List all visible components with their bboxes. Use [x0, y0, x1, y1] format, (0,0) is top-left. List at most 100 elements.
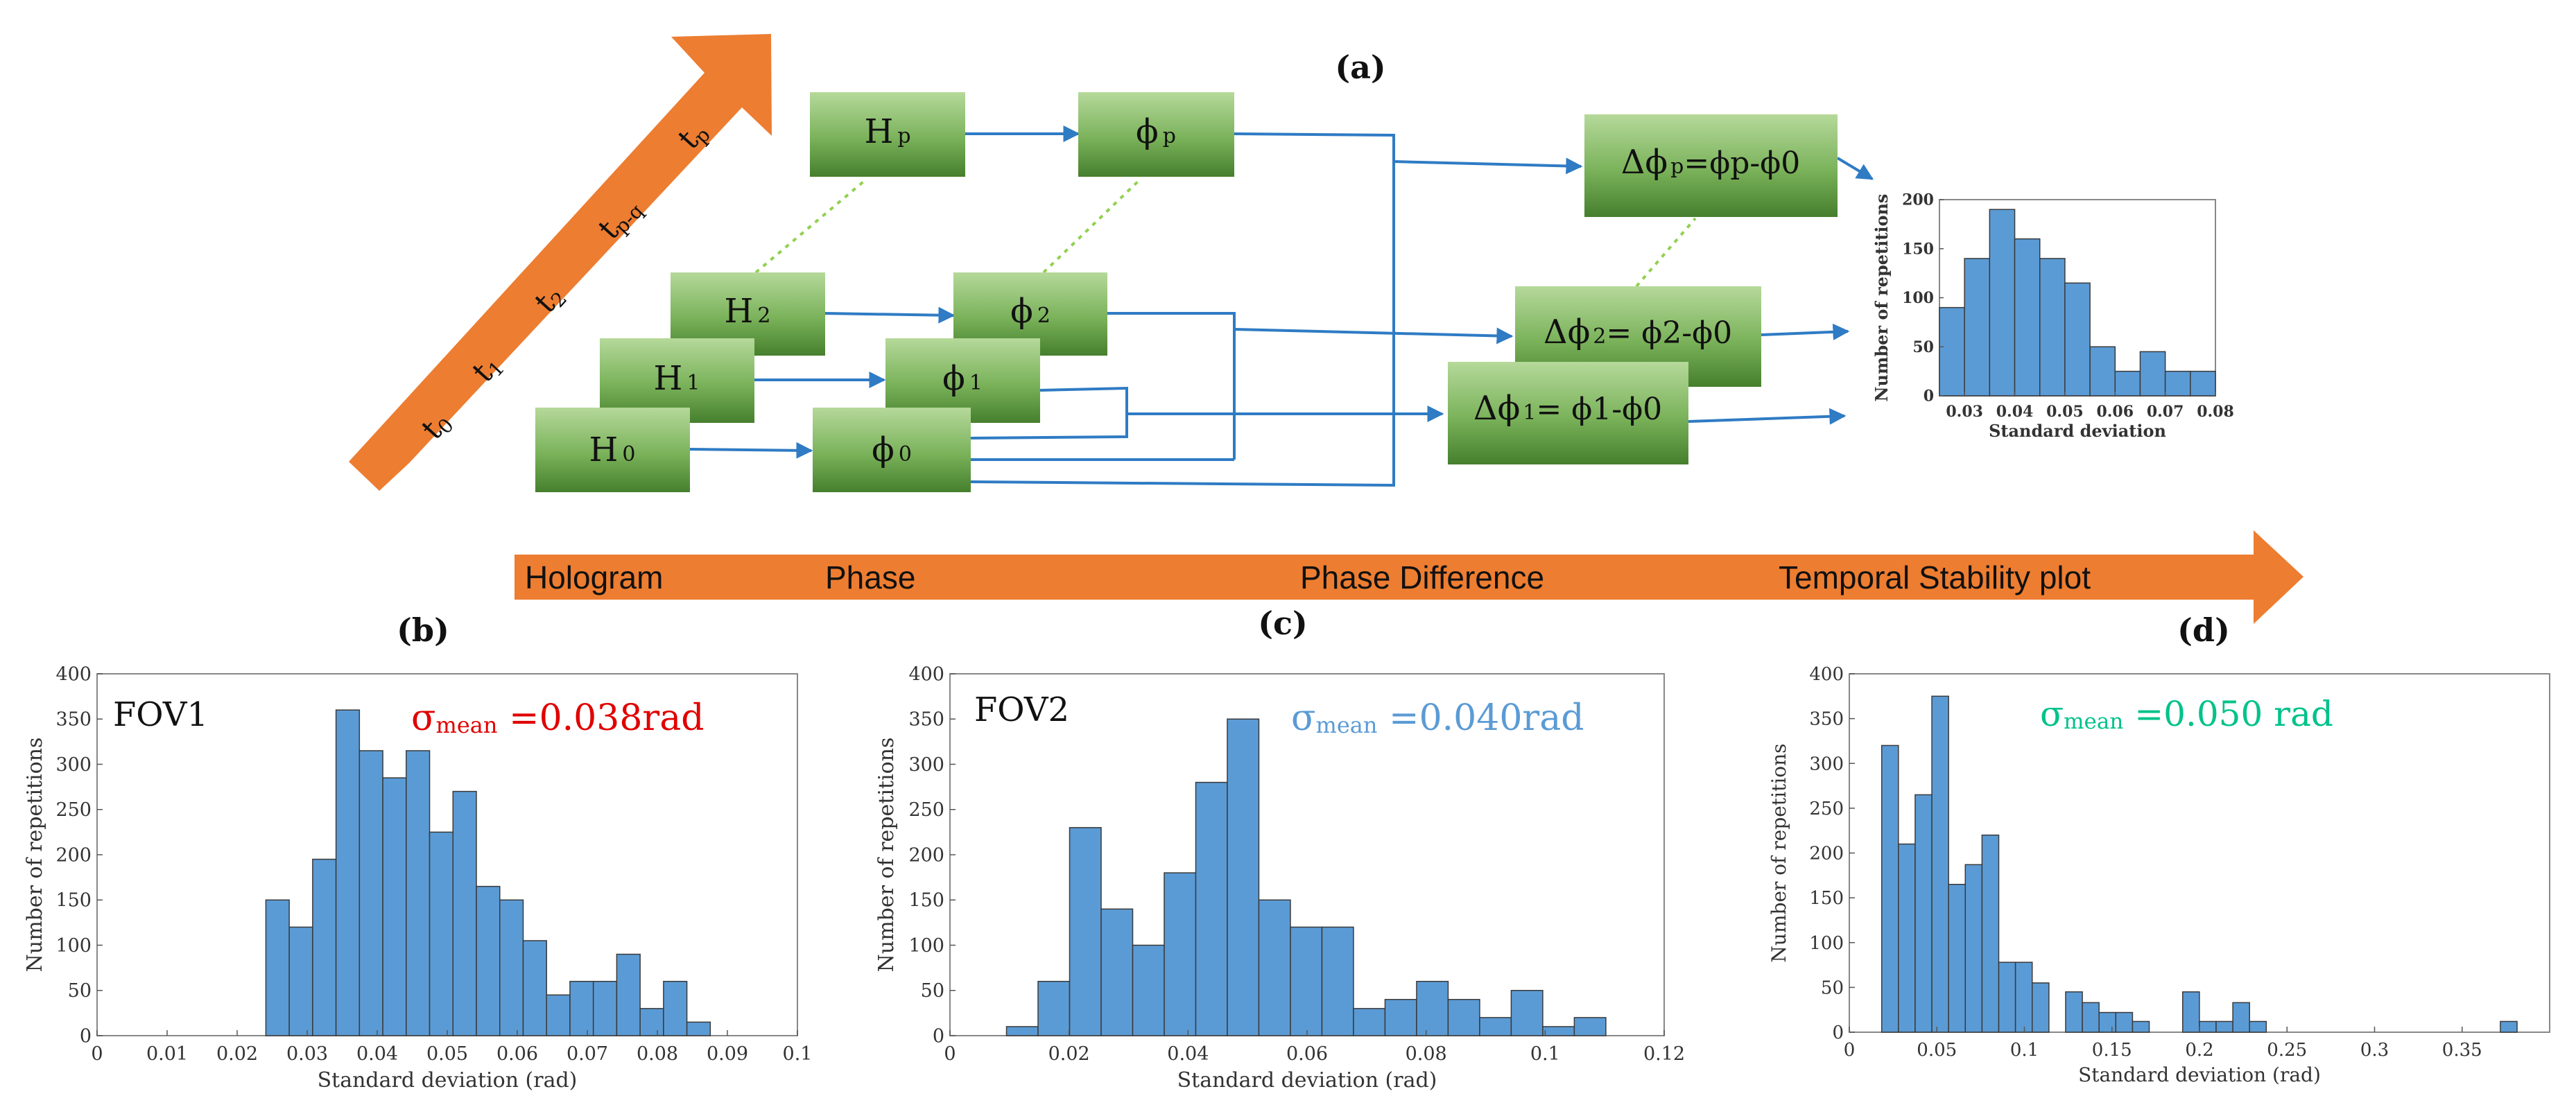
x-tick-label: 0.08	[637, 1043, 678, 1065]
histogram-bar	[2039, 258, 2066, 397]
histogram-bar	[1447, 999, 1480, 1036]
x-tick-label: 0.2	[2185, 1040, 2213, 1061]
sigma-mean-annotation: σmean =0.038rad	[411, 697, 704, 739]
histogram-bar	[452, 790, 477, 1036]
phi2-phip-dotted	[1042, 177, 1142, 274]
histogram-bar	[2190, 370, 2216, 397]
x-axis-label: Standard deviation (rad)	[2078, 1063, 2321, 1086]
panel-label-d: (d)	[2177, 611, 2230, 649]
histogram-bar	[2139, 351, 2166, 397]
y-tick-label: 0	[1924, 388, 1934, 406]
histogram-bar	[1948, 883, 1966, 1033]
panel-label-c: (c)	[1258, 604, 1308, 642]
histogram-bar	[429, 831, 454, 1036]
y-tick-label: 350	[55, 709, 92, 731]
x-tick-label: 0.06	[2096, 403, 2134, 421]
histogram-bar	[1353, 1008, 1386, 1036]
y-tick-label: 200	[55, 844, 92, 866]
histogram-bar	[1100, 908, 1134, 1036]
histogram-bar	[1542, 1026, 1575, 1036]
fov-annotation: FOV2	[974, 690, 1069, 729]
svg-text:ϕ2: ϕ2	[1010, 292, 1051, 331]
y-tick-label: 300	[908, 754, 944, 776]
svg-text:H1: H1	[654, 359, 700, 398]
phip-vertical-line	[970, 132, 1395, 487]
x-tick-label: 0.02	[216, 1043, 258, 1065]
histogram-bar	[2014, 961, 2033, 1033]
phi2-to-dphi2-arrow	[1234, 327, 1514, 345]
y-tick-label: 0	[1832, 1022, 1844, 1043]
phi2-vertical-line	[1107, 312, 1236, 460]
histogram-bar	[2249, 1020, 2267, 1033]
histogram-bar	[1989, 209, 2016, 397]
histogram-bar	[2114, 370, 2141, 397]
x-tick-label: 0.03	[286, 1043, 328, 1065]
svg-text:Hp: Hp	[864, 112, 910, 151]
histogram-bar	[1898, 843, 1916, 1033]
y-tick-label: 300	[1809, 754, 1844, 774]
sigma-mean-annotation: σmean =0.050 rad	[2040, 694, 2333, 734]
y-tick-label: 400	[908, 663, 944, 685]
x-tick-label: 0.07	[2147, 403, 2184, 421]
histogram-bar	[2199, 1020, 2217, 1033]
y-tick-label: 0	[933, 1025, 944, 1047]
histogram-bar	[2132, 1020, 2150, 1033]
y-tick-label: 100	[908, 935, 944, 957]
stage-hologram: Hologram	[525, 559, 663, 595]
dphi1-to-plot-arrow	[1688, 408, 1847, 425]
histogram-bar	[1005, 1026, 1039, 1036]
x-tick-label: 0.09	[707, 1043, 748, 1065]
svg-text:ϕ1: ϕ1	[942, 359, 983, 398]
histogram-bar	[476, 885, 501, 1036]
x-axis-label: Standard deviation (rad)	[1177, 1068, 1437, 1093]
histogram-chart-d: 0 0.05 0.1 0.15 0.2 0.25 0.3 0.35 0 50 100 150 200 25…	[1767, 664, 2550, 1086]
histogram-bar	[569, 980, 594, 1036]
y-tick-label: 200	[908, 844, 944, 866]
x-tick-label: 0.04	[1996, 403, 2034, 421]
y-tick-label: 250	[908, 799, 944, 821]
histogram-bar	[335, 709, 361, 1036]
histogram-bar	[1290, 926, 1323, 1036]
sigma-mean-annotation: σmean =0.040rad	[1291, 697, 1584, 739]
histogram-bar	[499, 899, 524, 1036]
histogram-chart-b: 0 0.01 0.02 0.03 0.04 0.05 0.06 0.07 0.08 0.09 0.1…	[23, 663, 812, 1093]
stage-temporal-stability: Temporal Stability plot	[1779, 559, 2091, 595]
y-tick-label: 150	[1902, 240, 1934, 258]
y-tick-label: 250	[55, 799, 92, 821]
histogram-bar	[1384, 999, 1417, 1036]
svg-text:ϕ0: ϕ0	[872, 430, 912, 469]
stage-phase-difference: Phase Difference	[1300, 559, 1544, 595]
histogram-bar	[522, 940, 547, 1036]
y-tick-label: 50	[1821, 977, 1844, 998]
x-tick-label: 0.3	[2360, 1040, 2389, 1061]
x-tick-label: 0.1	[2010, 1040, 2039, 1061]
inset-histogram-chart: 0.03 0.04 0.05 0.06 0.07 0.08 0 50 100 150 200 Stan…	[1872, 191, 2234, 441]
x-tick-label: 0.35	[2442, 1040, 2482, 1061]
y-tick-label: 50	[68, 980, 92, 1002]
dphip-to-plot-arrow	[1836, 157, 1874, 180]
h0-to-phi0-arrow	[689, 442, 813, 459]
histogram-bar	[1964, 258, 1991, 397]
svg-text:Δϕ2= ϕ2-ϕ0: Δϕ 2= ϕ2-ϕ0	[1544, 313, 1732, 351]
histogram-bar	[288, 926, 313, 1036]
panel-label-b: (b)	[397, 611, 449, 649]
svg-text:H2: H2	[725, 292, 771, 331]
histogram-bar	[1510, 990, 1544, 1036]
y-tick-label: 150	[1809, 888, 1844, 909]
x-axis-label: Standard deviation (rad)	[318, 1068, 578, 1093]
connectors	[689, 125, 1874, 487]
y-tick-label: 50	[1912, 338, 1934, 356]
histogram-bar	[616, 953, 641, 1036]
histogram-bar	[639, 1008, 664, 1036]
histogram-bar	[1416, 980, 1449, 1036]
x-tick-label: 0.04	[1167, 1043, 1209, 1065]
y-axis-label: Number of repetitions	[874, 738, 899, 973]
histogram-bar	[1981, 834, 2000, 1033]
x-tick-label: 0.1	[1530, 1043, 1560, 1065]
histogram-bar	[546, 994, 571, 1036]
y-tick-label: 300	[55, 754, 92, 776]
